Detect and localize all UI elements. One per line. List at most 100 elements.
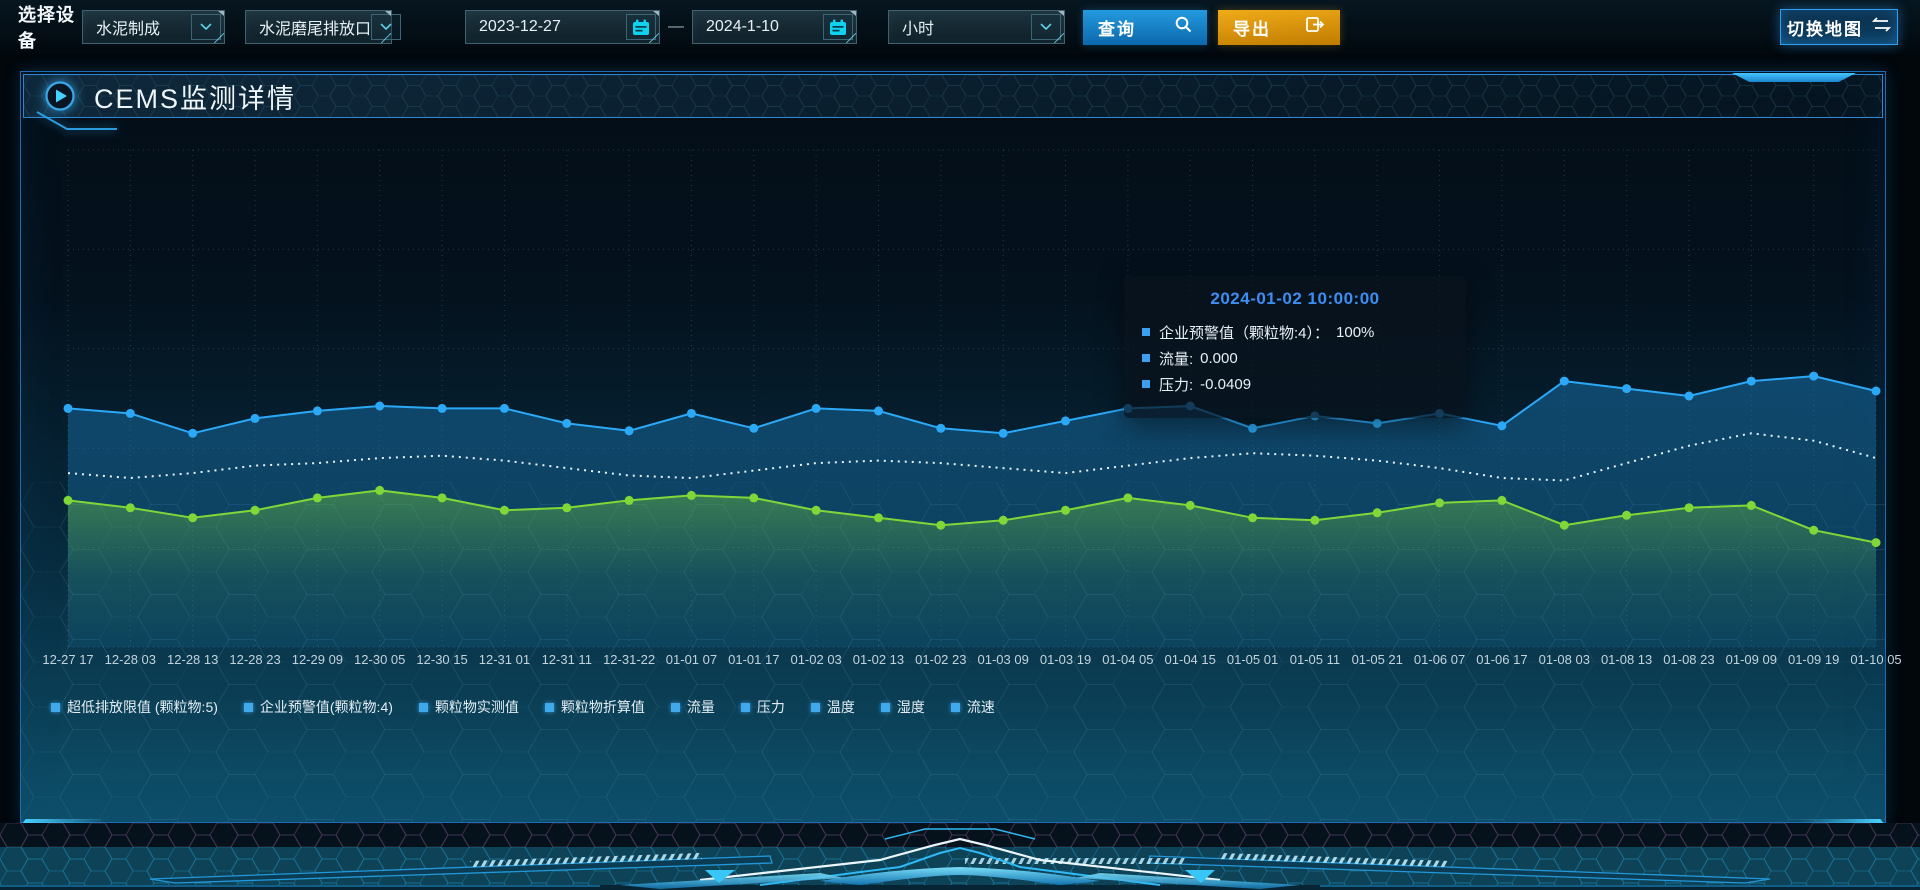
- cems-line-chart[interactable]: [63, 149, 1881, 648]
- x-axis-label: 01-08 03: [1538, 652, 1590, 667]
- x-axis-label: 01-08 23: [1663, 652, 1715, 667]
- tooltip-series-marker-icon: [1142, 380, 1150, 388]
- tooltip-row: 流量: 0.000: [1142, 345, 1466, 371]
- chevron-down-icon: [191, 14, 221, 40]
- switch-map-button[interactable]: 切换地图: [1780, 9, 1898, 45]
- x-axis-label: 12-31 11: [541, 652, 592, 667]
- toolbar: 选择设备 水泥制成 水泥磨尾排放口 2023-12-27: [0, 0, 1920, 54]
- x-axis-label: 01-04 15: [1164, 652, 1216, 667]
- tooltip-row: 企业预警值（颗粒物:4）： 100%: [1142, 319, 1466, 345]
- x-axis-label: 01-09 19: [1787, 652, 1840, 667]
- x-axis-label: 01-06 17: [1476, 652, 1528, 667]
- x-axis-label: 01-03 19: [1039, 652, 1092, 667]
- x-axis-label: 12-28 03: [104, 652, 157, 667]
- legend-marker-icon: [670, 702, 680, 712]
- legend-item[interactable]: 颗粒物实测值: [418, 697, 519, 717]
- legend-item[interactable]: 企业预警值(颗粒物:4): [243, 697, 393, 717]
- calendar-icon: [823, 14, 853, 40]
- legend-item[interactable]: 流速: [950, 697, 995, 717]
- panel-title: CEMS监测详情: [94, 83, 297, 114]
- legend-item-label: 温度: [826, 699, 855, 715]
- legend-item-label: 流速: [966, 699, 995, 715]
- query-button-label: 查询: [1098, 19, 1136, 39]
- legend-item[interactable]: 颗粒物折算值: [544, 697, 645, 717]
- x-axis-label: 01-06 07: [1413, 652, 1466, 667]
- outlet-select-value: 水泥磨尾排放口: [259, 21, 372, 38]
- start-date-value: 2023-12-27: [479, 18, 561, 35]
- interval-select[interactable]: 小时: [888, 10, 1065, 44]
- play-icon: [44, 80, 76, 112]
- x-axis-label: 12-29 09: [291, 652, 344, 667]
- search-icon: [1175, 16, 1192, 38]
- legend-item-label: 企业预警值(颗粒物:4): [259, 699, 393, 715]
- legend-marker-icon: [243, 702, 253, 712]
- legend-marker-icon: [51, 702, 60, 712]
- legend-item-label: 流量: [686, 699, 715, 715]
- x-axis-label: 12-27 17: [42, 652, 94, 667]
- legend-item[interactable]: 压力: [740, 697, 785, 717]
- legend-item[interactable]: 流量: [670, 697, 715, 717]
- x-axis-label: 01-05 21: [1351, 652, 1403, 667]
- end-date-value: 2024-1-10: [706, 18, 779, 35]
- chevron-down-icon: [1031, 14, 1061, 40]
- tooltip-series-marker-icon: [1142, 354, 1150, 362]
- legend-item[interactable]: 超低排放限值 (颗粒物:5): [51, 697, 218, 717]
- tooltip-row-label: 流量:: [1159, 350, 1194, 368]
- chart-tooltip: 2024-01-02 10:00:00 企业预警值（颗粒物:4）： 100% 流量:…: [1124, 276, 1466, 418]
- device-select[interactable]: 水泥制成: [82, 10, 225, 44]
- start-date-field[interactable]: 2023-12-27: [465, 10, 660, 44]
- header-hex-pattern: [24, 75, 1882, 117]
- swap-arrows-icon: [1871, 17, 1892, 37]
- tooltip-row: 压力: -0.0409: [1142, 371, 1466, 397]
- device-select-label: 选择设备: [18, 5, 75, 51]
- x-axis-label: 01-01 17: [728, 652, 780, 667]
- legend-marker-icon: [418, 702, 428, 712]
- interval-select-value: 小时: [902, 21, 935, 38]
- header-accent-line: [35, 110, 119, 139]
- legend-item-label: 湿度: [896, 699, 925, 715]
- x-axis-label: 01-02 23: [915, 652, 967, 667]
- date-range-separator: —: [668, 18, 684, 35]
- legend-marker-icon: [544, 702, 554, 712]
- legend-item-label: 超低排放限值 (颗粒物:5): [67, 699, 218, 715]
- x-axis-label: 12-30 15: [416, 652, 468, 667]
- x-axis-labels: 12-27 17 12-28 03 12-28 13 12-28 23 12-29 09…: [21, 652, 1901, 670]
- calendar-icon: [626, 14, 656, 40]
- x-axis-label: 01-05 01: [1226, 652, 1279, 667]
- tooltip-row-value: 100%: [1336, 323, 1375, 341]
- x-axis-label: 01-05 11: [1289, 652, 1341, 667]
- x-axis-label: 01-09 09: [1725, 652, 1777, 667]
- x-axis-label: 01-03 09: [977, 652, 1029, 667]
- legend-item-label: 压力: [756, 699, 785, 715]
- tooltip-row-label: 企业预警值（颗粒物:4）：: [1159, 324, 1330, 342]
- legend-marker-icon: [950, 702, 960, 712]
- x-axis-label: 01-01 07: [665, 652, 718, 667]
- chevron-down-icon: [371, 14, 402, 40]
- query-button[interactable]: 查询: [1083, 9, 1207, 45]
- x-axis-label: 01-02 03: [790, 652, 842, 667]
- export-icon: [1306, 16, 1325, 38]
- legend-marker-icon: [740, 702, 750, 712]
- legend-item[interactable]: 湿度: [880, 697, 925, 717]
- export-button[interactable]: 导出: [1218, 9, 1340, 45]
- end-date-field[interactable]: 2024-1-10: [692, 10, 857, 44]
- x-axis-label: 01-08 13: [1600, 652, 1653, 667]
- legend-item[interactable]: 温度: [810, 697, 855, 717]
- panel-header: CEMS监测详情: [23, 73, 1883, 118]
- legend-item-label: 颗粒物实测值: [434, 699, 519, 715]
- tooltip-series-marker-icon: [1142, 328, 1150, 336]
- monitor-panel: CEMS监测详情 12-27 17 12-28 03 12-28 13 12-28 2…: [20, 71, 1902, 826]
- x-axis-label: 12-28 13: [167, 652, 219, 667]
- legend-marker-icon: [880, 702, 890, 712]
- switch-map-label: 切换地图: [1787, 19, 1863, 39]
- x-axis-label: 01-04 05: [1102, 652, 1154, 667]
- tooltip-row-value: -0.0409: [1200, 375, 1252, 393]
- outlet-select[interactable]: 水泥磨尾排放口: [245, 10, 402, 44]
- x-axis-label: 12-31 01: [478, 652, 531, 667]
- header-notch: [1732, 73, 1856, 82]
- x-axis-label: 12-30 05: [354, 652, 406, 667]
- footer-decoration: [0, 823, 1920, 890]
- legend-item-label: 颗粒物折算值: [560, 699, 645, 715]
- x-axis-label: 01-02 13: [852, 652, 905, 667]
